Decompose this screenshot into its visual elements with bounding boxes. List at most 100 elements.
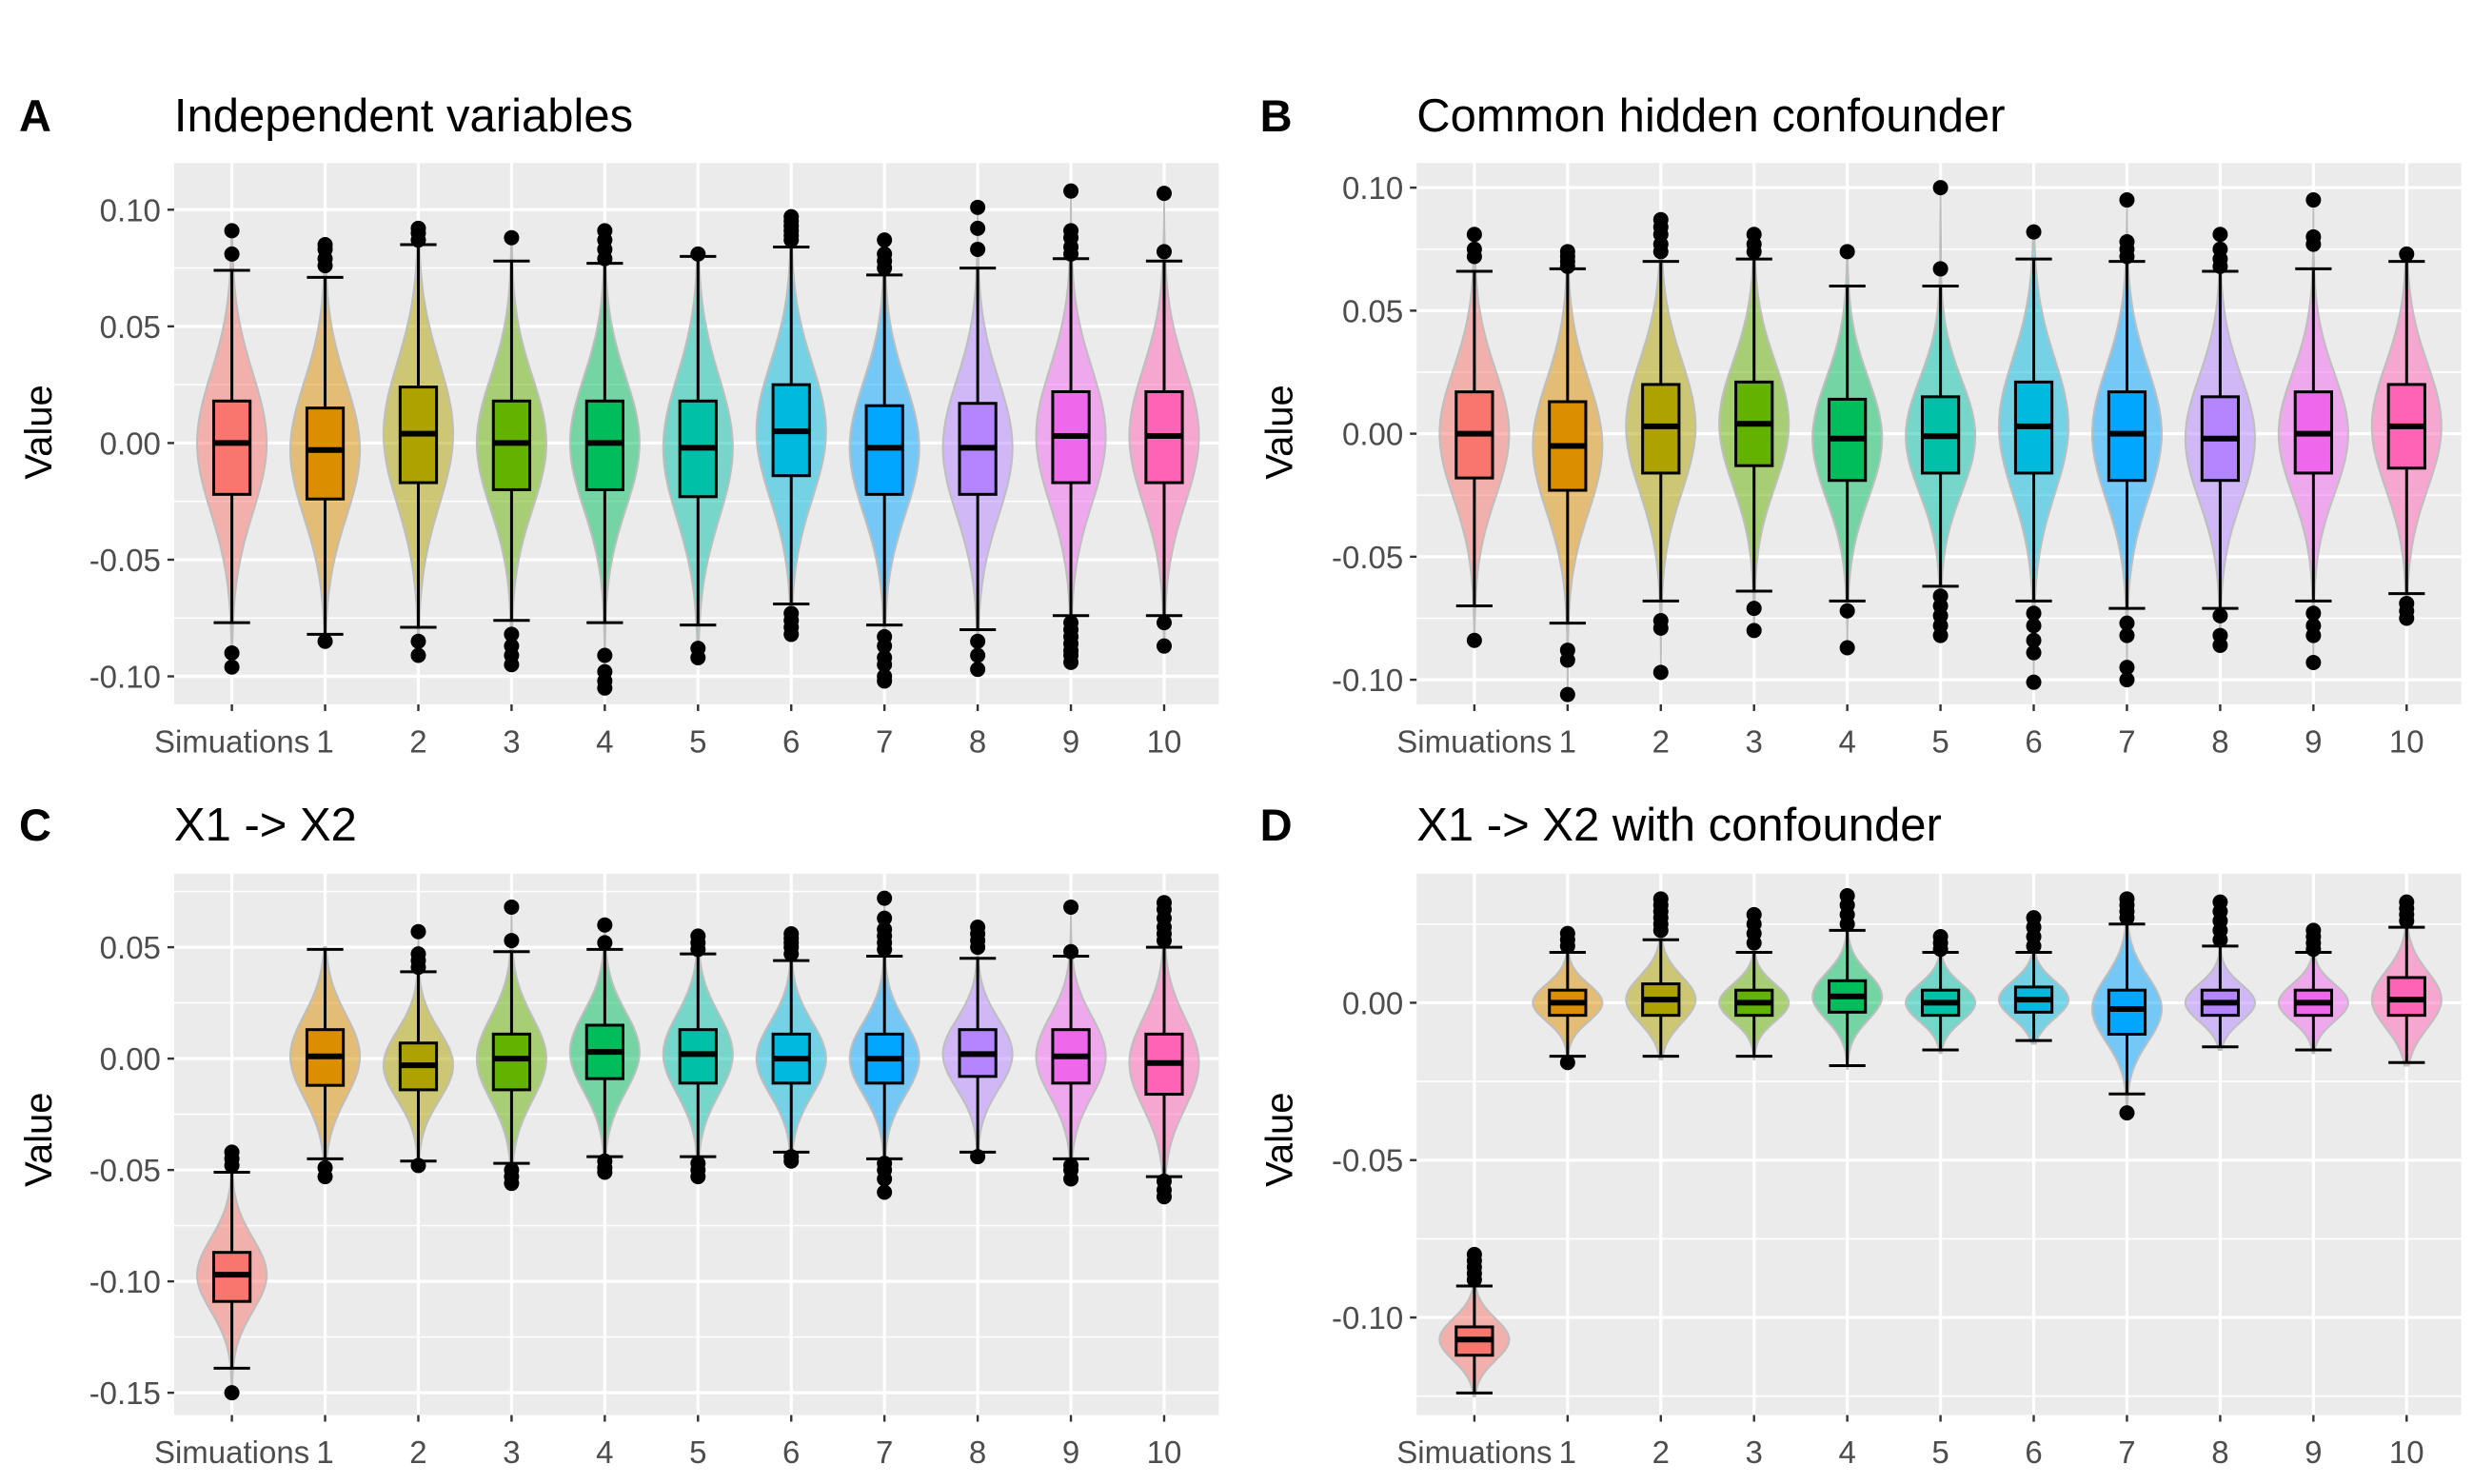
violin-box-6 (1997, 910, 2070, 1045)
outlier-point (1932, 261, 1949, 277)
x-tick-label: 6 (782, 724, 800, 760)
violin-box-10 (2370, 894, 2443, 1067)
outlier-point (970, 633, 986, 649)
x-tick-label: Simuations (1396, 1435, 1552, 1470)
outlier-point (2119, 672, 2135, 688)
outlier-point (504, 933, 520, 949)
outlier-point (877, 260, 893, 276)
outlier-point (1466, 632, 1482, 648)
outlier-point (504, 657, 520, 673)
violin-box-10 (1128, 895, 1200, 1205)
outlier-point (1839, 916, 1855, 932)
violin-box-10 (2370, 246, 2443, 626)
box (2107, 988, 2147, 1036)
outlier-point (2305, 941, 2322, 958)
outlier-point (410, 647, 426, 663)
violin-box-9 (2277, 192, 2349, 671)
outlier-point (1466, 227, 1482, 243)
violin-box-2 (382, 220, 455, 663)
y-tick-label: 0.10 (1342, 170, 1403, 206)
outlier-point (1559, 652, 1575, 668)
outlier-point (1746, 601, 1762, 617)
y-axis-label: Value (18, 1093, 60, 1187)
violin-box-3 (475, 899, 548, 1192)
violin-box-marks (1438, 180, 2443, 702)
outlier-point (2026, 644, 2042, 661)
violin-box-4 (1811, 244, 1884, 656)
y-tick-label: 0.00 (100, 1041, 161, 1077)
box (305, 406, 346, 501)
panel-a: A Independent variables Value -0.10 -0.0… (18, 90, 1219, 760)
outlier-point (1559, 938, 1575, 954)
y-tick-label: -0.05 (89, 1153, 161, 1188)
outlier-point (2119, 248, 2135, 265)
outlier-point (1063, 1171, 1079, 1187)
y-tick-label: 0.05 (100, 309, 161, 345)
outlier-point (1932, 941, 1949, 958)
violin-box-9 (2277, 922, 2349, 1055)
outlier-point (410, 232, 426, 248)
outlier-point (597, 935, 613, 951)
outlier-point (317, 1169, 333, 1185)
violin-box-8 (941, 920, 1014, 1165)
outlier-point (783, 232, 800, 248)
violin-box-9 (1035, 183, 1107, 670)
outlier-point (690, 649, 706, 665)
x-tick-label: 3 (503, 1435, 520, 1470)
outlier-point (2026, 674, 2042, 690)
panel-letter: D (1260, 800, 1293, 850)
outlier-point (1839, 244, 1855, 260)
outlier-point (877, 890, 893, 906)
y-axis-label: Value (1259, 1093, 1301, 1187)
violin-box-7 (2090, 891, 2164, 1121)
outlier-point (2212, 258, 2228, 274)
outlier-point (597, 917, 613, 933)
outlier-point (877, 638, 893, 654)
violin-box-5 (662, 246, 734, 665)
outlier-point (2119, 627, 2135, 643)
violin-box-1 (1532, 925, 1604, 1071)
y-tick-label: -0.15 (89, 1375, 161, 1411)
outlier-point (2119, 910, 2135, 926)
x-tick-label: 8 (969, 724, 986, 760)
outlier-point (597, 1164, 613, 1180)
x-tick-label: 8 (969, 1435, 986, 1470)
x-tick-label: 8 (2211, 724, 2228, 760)
x-tick-label: 5 (689, 1435, 706, 1470)
panel-title: Independent variables (174, 90, 633, 142)
x-tick-label: Simuations (154, 724, 309, 760)
outlier-point (2305, 236, 2322, 252)
panel-letter: A (19, 90, 51, 141)
violin-box-9 (1035, 899, 1107, 1187)
outlier-point (597, 680, 613, 696)
violin-box-4 (568, 223, 641, 696)
outlier-point (1559, 686, 1575, 702)
x-tick-label: 4 (1838, 724, 1855, 760)
violin-box-8 (941, 199, 1014, 678)
outlier-point (410, 1158, 426, 1174)
x-tick-label: 10 (1147, 1435, 1182, 1470)
outlier-point (2026, 938, 2042, 954)
x-tick-label: 2 (1652, 1435, 1670, 1470)
y-tick-label: 0.10 (100, 192, 161, 228)
x-tick-label: 3 (1746, 1435, 1763, 1470)
x-tick-label: 4 (596, 1435, 613, 1470)
outlier-point (1063, 246, 1079, 262)
panel-c: C X1 -> X2 Value -0.15 -0.10 -0.05 0.00 … (18, 800, 1219, 1470)
outlier-point (1156, 615, 1172, 631)
x-tick-label: 7 (876, 1435, 893, 1470)
x-tick-label: 6 (782, 1435, 800, 1470)
violin-box-10 (1128, 186, 1200, 654)
x-tick-label: 5 (1931, 1435, 1949, 1470)
outlier-point (597, 647, 613, 663)
x-tick-label: 2 (409, 1435, 426, 1470)
outlier-point (410, 633, 426, 649)
outlier-point (970, 241, 986, 257)
x-tick-label: 9 (2305, 724, 2322, 760)
outlier-point (2212, 607, 2228, 623)
outlier-point (970, 940, 986, 956)
outlier-point (2399, 246, 2415, 262)
outlier-point (2212, 932, 2228, 948)
outlier-point (1559, 258, 1575, 274)
outlier-point (690, 941, 706, 958)
